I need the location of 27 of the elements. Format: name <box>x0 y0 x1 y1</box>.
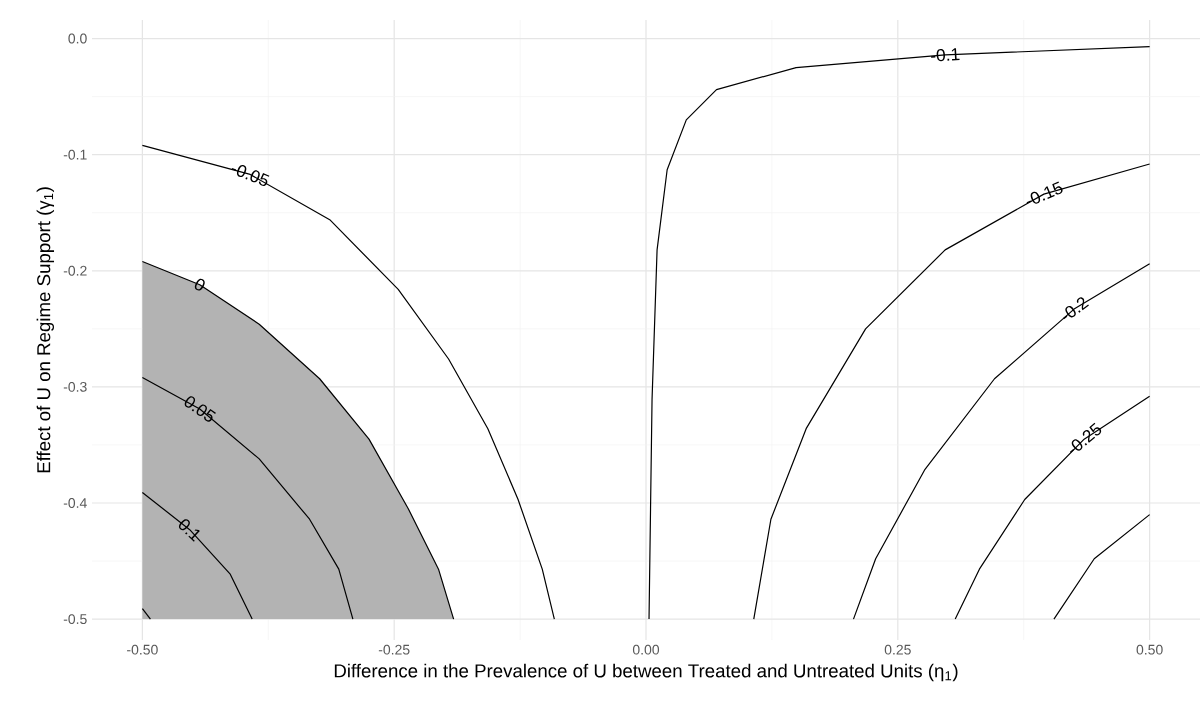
x-tick-label: -0.50 <box>127 644 158 655</box>
x-axis-title: Difference in the Prevalence of U between Treated and Untreated Units (η$_{1}$) <box>334 663 958 682</box>
x-tick-label: 0.50 <box>1136 644 1163 655</box>
y-tick-label: -0.1 <box>63 149 87 160</box>
y-tick-label: -0.5 <box>63 614 87 625</box>
y-tick-label: 0.0 <box>68 33 87 44</box>
y-tick-label: -0.3 <box>63 381 87 392</box>
line-series <box>852 263 1151 620</box>
x-tick-label: -0.25 <box>378 644 410 655</box>
line-series <box>753 163 1151 620</box>
line-series <box>141 376 354 620</box>
y-tick-label: -0.2 <box>63 265 87 276</box>
y-axis-title: Effect of U on Regime Support (γ$_{1}$) <box>36 187 55 473</box>
line-series <box>648 46 1151 620</box>
text: 0.05 <box>184 396 216 422</box>
text: 0.1 <box>178 519 200 542</box>
x-tick-label: 0.00 <box>632 644 660 655</box>
y-tick-label: -0.4 <box>63 498 87 508</box>
text: -0.05 <box>231 165 270 186</box>
line-series <box>954 395 1151 620</box>
text: -0.2 <box>1063 297 1089 320</box>
series-label: -0.1 <box>931 48 960 62</box>
text: 0 <box>194 278 205 291</box>
text: -0.15 <box>1026 181 1063 204</box>
x-tick-label: 0.25 <box>884 644 911 655</box>
line-series <box>141 491 253 620</box>
line-series <box>141 144 555 620</box>
